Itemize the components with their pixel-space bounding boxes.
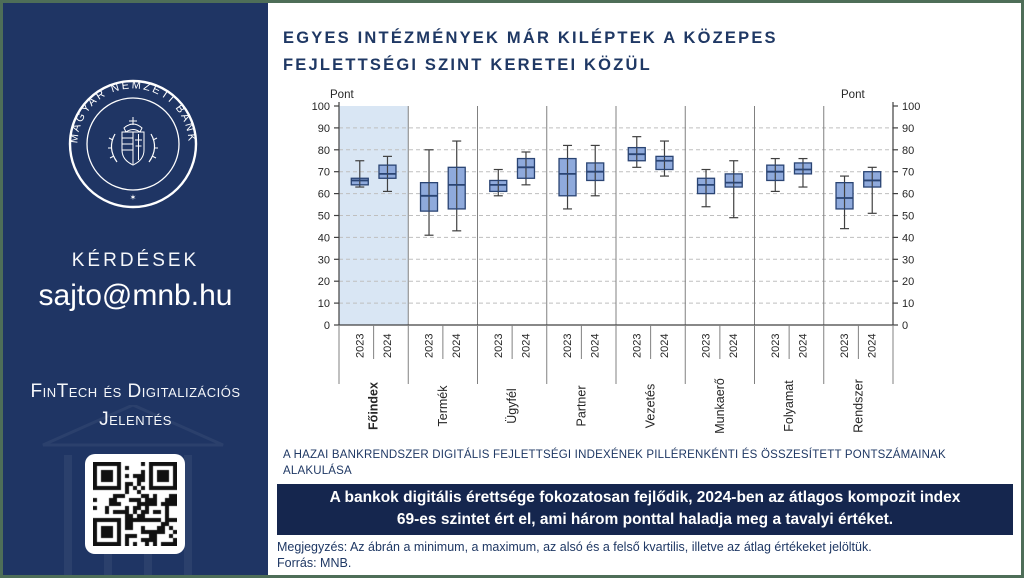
slide-title-line2: FEJLETTSÉGI SZINT KERETEI KÖZÜL: [283, 56, 652, 74]
svg-text:2024: 2024: [520, 334, 532, 358]
svg-text:100: 100: [902, 101, 920, 113]
report-title-line2: Jelentés: [99, 409, 172, 430]
chart-caption-line2: ALAKULÁSA: [283, 465, 352, 477]
svg-text:20: 20: [902, 276, 914, 288]
svg-text:60: 60: [902, 189, 914, 201]
mnb-seal-logo: MAGYAR NEMZETI BANK ✶: [68, 79, 198, 209]
note-text: Megjegyzés: Az ábrán a minimum, a maximu…: [277, 540, 872, 554]
svg-text:90: 90: [318, 123, 330, 135]
svg-text:70: 70: [902, 167, 914, 179]
footnote: Megjegyzés: Az ábrán a minimum, a maximu…: [277, 539, 872, 571]
svg-text:30: 30: [318, 254, 330, 266]
svg-text:2023: 2023: [631, 334, 643, 358]
svg-text:2024: 2024: [797, 334, 809, 358]
svg-text:2023: 2023: [701, 334, 713, 358]
report-title-line1: FinTech és Digitalizációs: [30, 381, 241, 402]
press-email: sajto@mnb.hu: [38, 279, 233, 312]
svg-text:90: 90: [902, 123, 914, 135]
seal-ornament: ✶: [130, 193, 137, 202]
svg-text:2023: 2023: [562, 334, 574, 358]
svg-text:40: 40: [902, 232, 914, 244]
boxplot-chart: 2023 2024 Főindex 2023 2024 Termék 2023 2024 Ügy…: [312, 89, 921, 434]
svg-text:100: 100: [312, 101, 330, 113]
svg-text:Munkaerő: Munkaerő: [713, 378, 727, 434]
svg-text:50: 50: [318, 211, 330, 223]
svg-text:Vezetés: Vezetés: [644, 384, 658, 428]
svg-text:Rendszer: Rendszer: [851, 379, 865, 433]
svg-text:2024: 2024: [659, 334, 671, 358]
svg-text:40: 40: [318, 232, 330, 244]
svg-text:Partner: Partner: [574, 386, 588, 427]
svg-text:Pont: Pont: [330, 89, 354, 101]
svg-text:2023: 2023: [493, 334, 505, 358]
svg-text:60: 60: [318, 189, 330, 201]
svg-text:Folyamat: Folyamat: [782, 380, 796, 432]
svg-text:2024: 2024: [451, 334, 463, 358]
svg-text:50: 50: [902, 211, 914, 223]
svg-text:30: 30: [902, 254, 914, 266]
svg-text:Pont: Pont: [841, 89, 865, 101]
chart-caption: A HAZAI BANKRENDSZER DIGITÁLIS FEJLETTSÉ…: [283, 447, 946, 479]
svg-text:2023: 2023: [839, 334, 851, 358]
banner-line2: 69-es szintet ért el, ami három ponttal …: [396, 511, 894, 528]
qr-pattern: [93, 462, 177, 546]
main-panel: EGYES INTÉZMÉNYEK MÁR KILÉPTEK A KÖZEPES…: [268, 3, 1021, 575]
qr-code: [85, 454, 185, 554]
svg-text:0: 0: [324, 320, 330, 332]
svg-text:10: 10: [902, 298, 914, 310]
svg-text:2024: 2024: [728, 334, 740, 358]
svg-text:20: 20: [318, 276, 330, 288]
svg-text:Főindex: Főindex: [367, 382, 381, 430]
svg-text:2024: 2024: [590, 334, 602, 358]
svg-text:Ügyfél: Ügyfél: [505, 388, 519, 423]
chart-caption-line1: A HAZAI BANKRENDSZER DIGITÁLIS FEJLETTSÉ…: [283, 449, 946, 461]
key-message-banner: A bankok digitális érettsége fokozatosan…: [277, 484, 1013, 535]
slide-title-line1: EGYES INTÉZMÉNYEK MÁR KILÉPTEK A KÖZEPES: [283, 29, 778, 47]
svg-text:2023: 2023: [424, 334, 436, 358]
coat-of-arms: [108, 117, 158, 166]
svg-text:10: 10: [318, 298, 330, 310]
questions-label: KÉRDÉSEK: [71, 250, 200, 271]
svg-text:2023: 2023: [354, 334, 366, 358]
svg-text:2023: 2023: [770, 334, 782, 358]
svg-text:70: 70: [318, 167, 330, 179]
svg-text:2024: 2024: [867, 334, 879, 358]
svg-text:2024: 2024: [382, 334, 394, 358]
svg-text:Termék: Termék: [436, 385, 450, 427]
svg-text:80: 80: [318, 145, 330, 157]
source-text: Forrás: MNB.: [277, 556, 352, 570]
svg-text:80: 80: [902, 145, 914, 157]
slide-title: EGYES INTÉZMÉNYEK MÁR KILÉPTEK A KÖZEPES…: [283, 25, 778, 79]
sidebar: MAGYAR NEMZETI BANK ✶ KÉRDÉSEK sajto@mnb…: [3, 3, 268, 575]
banner-line1: A bankok digitális érettsége fokozatosan…: [329, 489, 961, 506]
svg-text:0: 0: [902, 320, 908, 332]
